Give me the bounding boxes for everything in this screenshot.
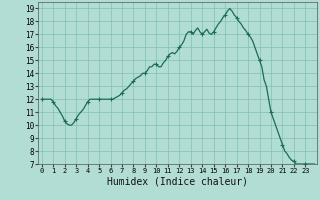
X-axis label: Humidex (Indice chaleur): Humidex (Indice chaleur) [107,177,248,187]
